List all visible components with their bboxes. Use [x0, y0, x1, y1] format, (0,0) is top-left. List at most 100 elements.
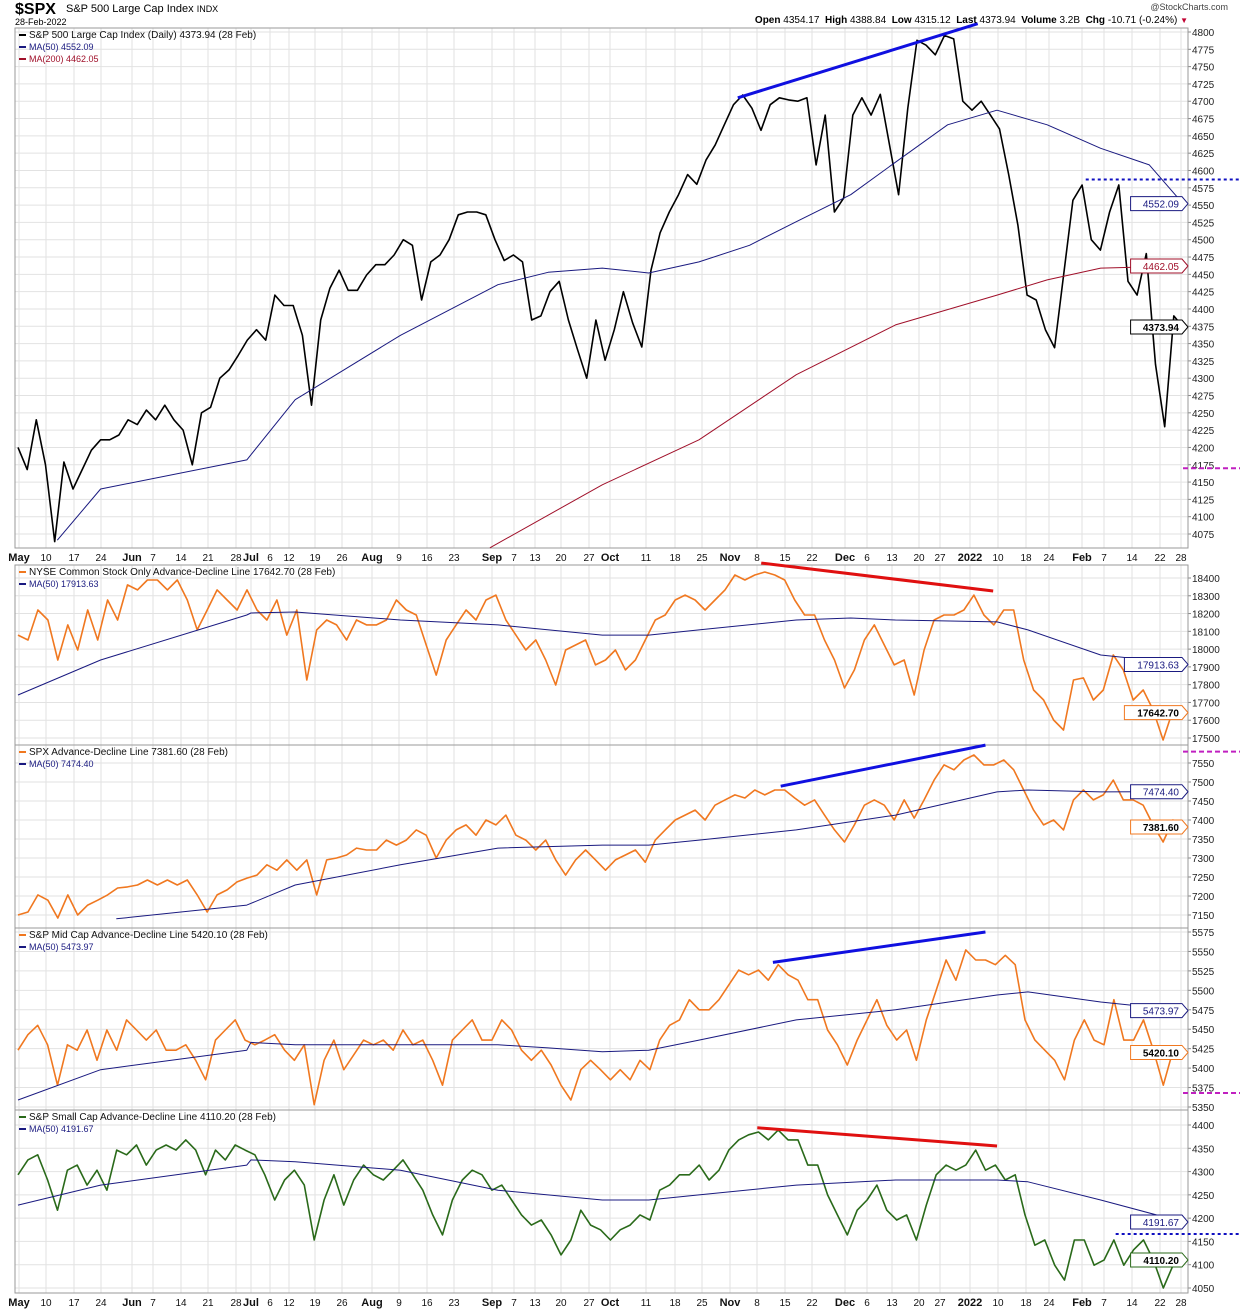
y-tick-label: 4625: [1192, 149, 1215, 160]
x-tick-label: 2022: [958, 552, 982, 564]
x-tick-label: 24: [95, 1298, 107, 1309]
x-tick-label: Oct: [601, 1297, 620, 1309]
x-tick-label: 6: [864, 1298, 870, 1309]
y-tick-label: 18300: [1192, 592, 1220, 603]
x-tick-label: Oct: [601, 552, 620, 564]
panel-frame: [14, 564, 1189, 746]
moving-average-line: [116, 789, 1184, 920]
y-tick-label: 17600: [1192, 716, 1220, 727]
y-tick-label: 4200: [1192, 443, 1215, 454]
x-tick-label: 7: [511, 1298, 517, 1309]
x-axis-bottom: May 10 17 24 Jun 7 14 21 28 Jul 6 12 19 26 Aug 9 16 23 Sep…: [8, 1297, 1187, 1309]
price-label: 4552.09: [1143, 200, 1180, 211]
y-tick-label: 7550: [1192, 759, 1215, 770]
x-tick-label: 20: [913, 1298, 925, 1309]
x-tick-label: 2022: [958, 1297, 982, 1309]
x-tick-label: 6: [864, 553, 870, 564]
x-tick-label: 28: [1175, 1298, 1187, 1309]
y-tick-label: 4550: [1192, 201, 1215, 212]
x-tick-label: 11: [641, 553, 652, 564]
down-triangle-icon: ▼: [1180, 16, 1188, 25]
x-tick-label: 18: [1020, 1298, 1032, 1309]
y-tick-label: 4450: [1192, 270, 1215, 281]
x-tick-label: 21: [202, 553, 214, 564]
x-tick-label: 6: [267, 1298, 273, 1309]
y-tick-label: 7150: [1192, 911, 1215, 922]
y-tick-label: 4575: [1192, 184, 1215, 195]
x-tick-label: Jul: [243, 1297, 259, 1309]
moving-average-line: [489, 265, 1184, 549]
moving-average-line: [17, 1159, 1184, 1223]
y-tick-label: 7350: [1192, 835, 1215, 846]
x-tick-label: Jul: [243, 552, 259, 564]
x-tick-label: 22: [1154, 553, 1166, 564]
y-tick-label: 4500: [1192, 236, 1215, 247]
open-label: Open: [754, 15, 781, 26]
low-label: Low: [891, 15, 912, 26]
y-tick-label: 4200: [1192, 1214, 1215, 1225]
price-label-box: [1130, 1003, 1189, 1019]
y-tick-label: 4650: [1192, 132, 1215, 143]
y-tick-label: 18200: [1192, 610, 1220, 621]
price-label: 17642.70: [1137, 709, 1179, 720]
x-tick-label: 17: [68, 553, 80, 564]
x-tick-label: 19: [309, 1298, 321, 1309]
panel-frame: [14, 744, 1189, 929]
price-label: 5420.10: [1143, 1048, 1180, 1059]
x-tick-label: 6: [267, 553, 273, 564]
x-tick-label: Sep: [482, 1297, 502, 1309]
y-tick-label: 5350: [1192, 1103, 1215, 1114]
x-tick-label: Nov: [720, 552, 742, 564]
x-tick-label: 22: [806, 553, 818, 564]
y-tick-label: 4100: [1192, 513, 1215, 524]
x-tick-label: 20: [913, 553, 925, 564]
quote-bar: Open 4354.17 High 4388.84 Low 4315.12 La…: [755, 15, 1188, 26]
x-tick-label: 26: [336, 1298, 348, 1309]
x-tick-label: Nov: [720, 1297, 742, 1309]
y-tick-label: 4675: [1192, 115, 1215, 126]
x-tick-label: 14: [175, 553, 187, 564]
x-tick-label: 21: [202, 1298, 214, 1309]
low-value: 4315.12: [914, 15, 951, 26]
price-label-box: [1130, 784, 1189, 800]
x-tick-label: Aug: [361, 552, 382, 564]
panel-frame: [14, 27, 1189, 549]
x-tick-label: 11: [641, 1298, 652, 1309]
y-tick-label: 7450: [1192, 797, 1215, 808]
y-tick-label: 7500: [1192, 778, 1215, 789]
x-tick-label: 7: [511, 553, 517, 564]
y-tick-label: 5575: [1192, 928, 1215, 939]
main-series-line: [17, 571, 1184, 741]
x-tick-label: 27: [583, 1298, 595, 1309]
open-value: 4354.17: [783, 15, 820, 26]
x-tick-label: May: [8, 1297, 30, 1309]
trendline-annotation: [772, 930, 986, 964]
volume-label: Volume: [1021, 15, 1057, 26]
x-tick-label: Aug: [361, 1297, 382, 1309]
legend-entry: S&P Mid Cap Advance-Decline Line 5420.10…: [29, 930, 268, 941]
y-tick-label: 4350: [1192, 340, 1215, 351]
x-tick-label: 18: [669, 553, 681, 564]
y-tick-label: 4700: [1192, 97, 1215, 108]
x-tick-label: 16: [421, 553, 433, 564]
y-tick-label: 4600: [1192, 166, 1215, 177]
x-tick-label: 7: [150, 553, 156, 564]
x-tick-label: 26: [336, 553, 348, 564]
x-tick-label: 28: [230, 553, 242, 564]
security-name: S&P 500 Large Cap Index INDX: [66, 3, 218, 15]
x-tick-label: Feb: [1072, 1297, 1092, 1309]
y-tick-label: 4425: [1192, 288, 1215, 299]
x-tick-label: 18: [669, 1298, 681, 1309]
chart-panel-4: 5350 5375 5400 5425 5450 5475 5500 5525 5550 5575…: [14, 927, 1240, 1114]
x-tick-label: 22: [1154, 1298, 1166, 1309]
y-tick-label: 4300: [1192, 1168, 1215, 1179]
chart-panel-5: 4050 4100 4150 4200 4250 4300 4350 4400 S&P Smal…: [14, 1109, 1240, 1295]
y-tick-label: 5450: [1192, 1025, 1215, 1036]
security-full-name: S&P 500 Large Cap Index: [66, 3, 194, 15]
x-tick-label: 24: [1043, 553, 1055, 564]
y-tick-label: 4275: [1192, 392, 1215, 403]
x-tick-label: 13: [529, 553, 541, 564]
y-tick-label: 4175: [1192, 461, 1215, 472]
x-tick-label: 27: [934, 1298, 946, 1309]
